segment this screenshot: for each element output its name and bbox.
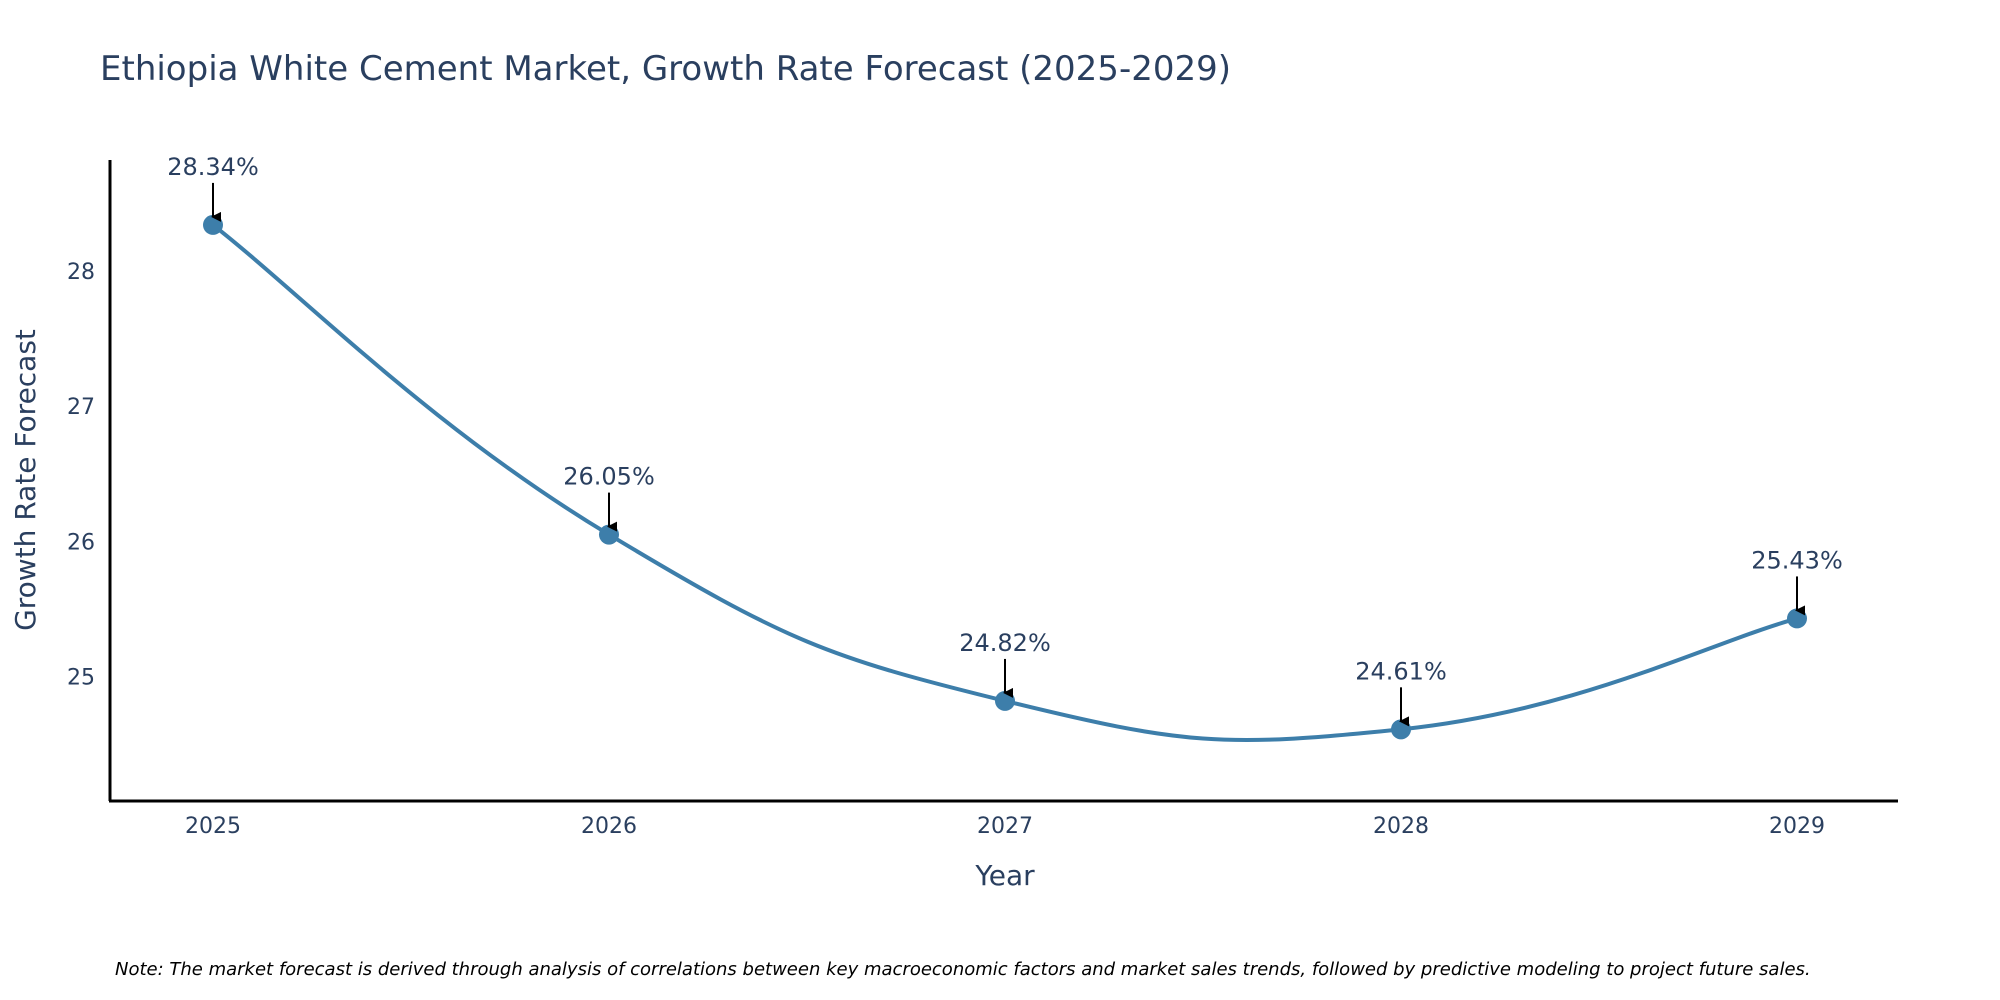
x-axis-ticks: 2025 2026 2027 2028 2029 [185,814,1825,839]
data-label: 25.43% [1751,546,1843,574]
y-tick-label: 25 [67,666,95,691]
x-tick-label: 2028 [1373,814,1429,839]
data-point-2029 [1787,608,1807,629]
data-label: 26.05% [563,463,655,491]
y-axis-ticks: 25 26 27 28 [67,260,95,691]
data-point-2028 [1391,719,1411,740]
data-label: 28.34% [167,153,259,181]
chart-note: Note: The market forecast is derived thr… [115,959,1811,980]
data-point-2027 [995,690,1015,711]
x-tick-label: 2026 [581,814,637,839]
data-label: 24.82% [959,629,1051,657]
data-annotations: 28.34% 26.05% 24.82% 24.61% 25.43% [167,153,1843,727]
y-tick-label: 26 [67,530,95,555]
y-tick-label: 27 [67,395,95,420]
x-axis-title: Year [974,859,1035,892]
x-tick-label: 2025 [185,814,241,839]
data-label: 24.61% [1355,657,1447,685]
data-point-2025 [203,214,223,235]
x-tick-label: 2027 [977,814,1033,839]
y-tick-label: 28 [67,260,95,285]
x-tick-label: 2029 [1769,814,1825,839]
data-point-2026 [599,524,619,545]
chart-title: Ethiopia White Cement Market, Growth Rat… [100,49,1231,89]
y-axis-title: Growth Rate Forecast [9,329,42,631]
